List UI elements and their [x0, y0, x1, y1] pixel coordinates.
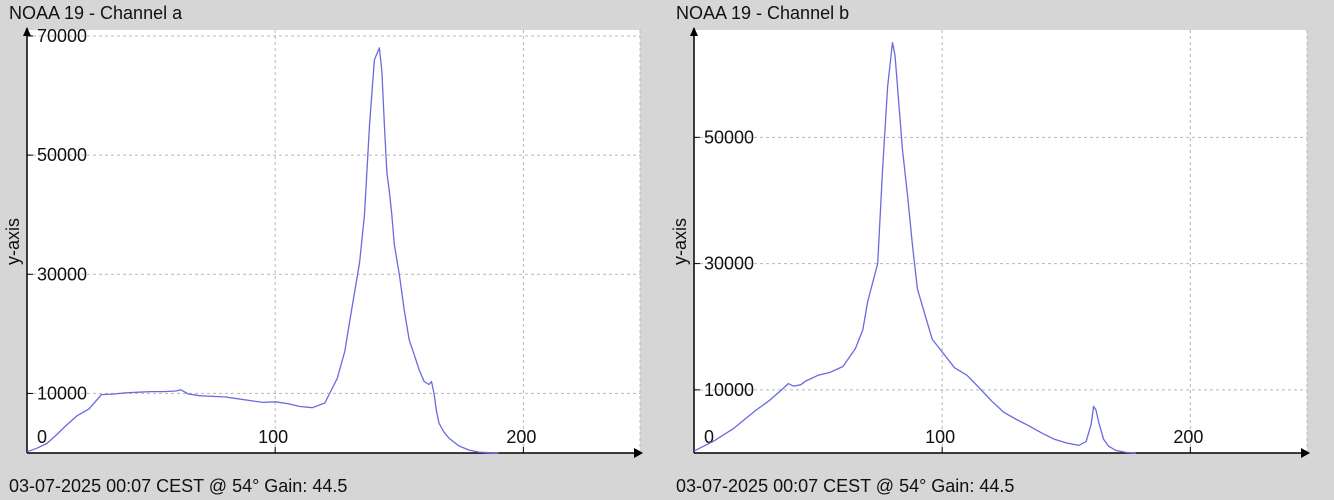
y-tick-label: 50000	[704, 127, 754, 147]
chart-b: 10000 30000 50000 0 100 200 y-axis	[670, 27, 1310, 458]
x-axis-arrow-icon	[634, 448, 643, 458]
x-tick-label: 0	[704, 427, 714, 447]
chart-a: 10000 30000 50000 70000 0 100 200 y-axis	[3, 26, 643, 458]
x-tick-label: 100	[258, 427, 288, 447]
x-tick-label: 200	[1173, 427, 1203, 447]
plot-area	[27, 30, 640, 453]
y-tick-label: 30000	[704, 254, 754, 274]
series-line	[26, 47, 499, 454]
chart-title: NOAA 19 - Channel b	[676, 3, 850, 23]
plot-area	[694, 30, 1307, 453]
x-tick-label: 200	[506, 427, 536, 447]
x-axis-arrow-icon	[1301, 448, 1310, 458]
chart-panel-a: NOAA 19 - Channel a 10000 30000 50000 70000…	[3, 3, 643, 496]
y-tick-label: 10000	[704, 380, 754, 400]
chart-footer: 03-07-2025 00:07 CEST @ 54° Gain: 44.5	[9, 476, 348, 496]
y-axis-label: y-axis	[670, 218, 690, 265]
chart-footer: 03-07-2025 00:07 CEST @ 54° Gain: 44.5	[676, 476, 1015, 496]
y-axis-label: y-axis	[3, 218, 23, 265]
x-tick-label: 100	[925, 427, 955, 447]
y-axis-arrow-icon	[23, 27, 31, 36]
chart-title: NOAA 19 - Channel a	[9, 3, 183, 23]
y-tick-label: 30000	[37, 264, 87, 284]
y-tick-label: 70000	[37, 26, 87, 46]
chart-panel-b: NOAA 19 - Channel b 10000 30000 50000 0 100 2…	[667, 0, 1334, 500]
y-tick-label: 50000	[37, 145, 87, 165]
x-tick-label: 0	[37, 427, 47, 447]
y-axis-arrow-icon	[690, 27, 698, 36]
y-tick-label: 10000	[37, 383, 87, 403]
series-line	[693, 41, 1136, 454]
